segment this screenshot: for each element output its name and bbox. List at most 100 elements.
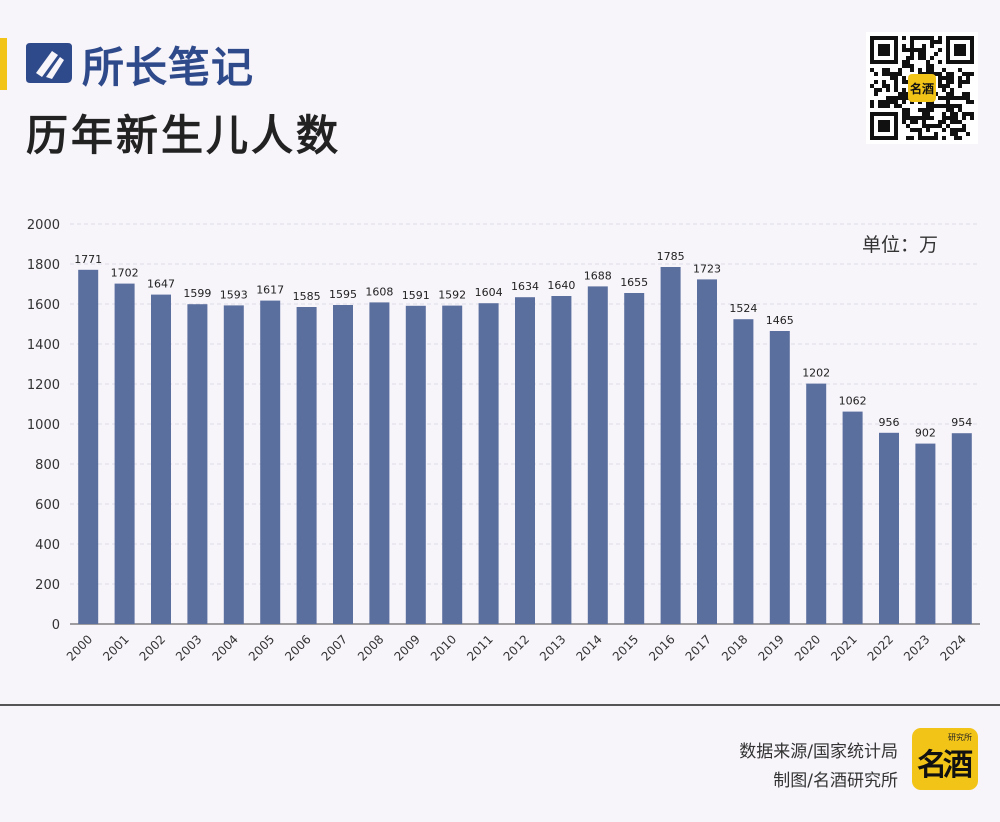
bar: [879, 432, 899, 624]
x-tick-label: 2010: [428, 632, 459, 663]
bar: [697, 279, 717, 624]
bar: [587, 286, 608, 624]
y-tick-label: 1000: [27, 418, 60, 433]
data-label: 1702: [111, 267, 139, 280]
y-tick-label: 0: [52, 618, 60, 633]
bar: [223, 305, 244, 624]
x-tick-label: 2016: [646, 632, 677, 663]
qr-code-icon: 名酒: [866, 32, 978, 144]
bar: [806, 383, 827, 624]
bar: [624, 293, 645, 624]
x-tick-label: 2017: [683, 632, 714, 663]
x-tick-label: 2007: [319, 632, 350, 663]
x-tick-label: 2018: [719, 632, 750, 663]
data-label: 1688: [584, 269, 612, 282]
x-tick-label: 2023: [901, 632, 932, 663]
data-label: 1604: [475, 286, 503, 299]
data-label: 1634: [511, 280, 539, 293]
x-tick-label: 2012: [501, 632, 532, 663]
y-tick-label: 1600: [27, 298, 60, 313]
x-tick-label: 2006: [282, 632, 313, 663]
x-tick-label: 2015: [610, 632, 641, 663]
brand: 所长笔记: [22, 36, 254, 92]
bar: [442, 305, 463, 624]
y-tick-label: 200: [35, 578, 60, 593]
data-label: 1599: [183, 287, 211, 300]
footer-logo: 研究所 名酒: [912, 728, 978, 790]
bar: [333, 305, 353, 624]
bar: [660, 267, 681, 624]
data-label: 1640: [547, 279, 575, 292]
bar: [114, 283, 135, 624]
x-tick-label: 2013: [537, 632, 568, 663]
footer: 数据来源/国家统计局 制图/名酒研究所: [739, 738, 898, 796]
data-label: 1617: [256, 284, 284, 297]
divider: [0, 704, 1000, 706]
x-tick-label: 2020: [792, 632, 823, 663]
data-label: 1465: [766, 314, 794, 327]
data-label: 954: [951, 416, 972, 429]
bar-chart: 0 200 400 600 800 1000 1200 1400 1600 1800 2000 177…: [27, 218, 980, 664]
bar: [78, 269, 99, 624]
x-tick-label: 2009: [391, 632, 422, 663]
data-label: 1647: [147, 278, 175, 291]
data-label: 956: [879, 416, 900, 429]
bar: [260, 300, 281, 624]
y-tick-label: 1200: [27, 378, 60, 393]
brand-logo-icon: [26, 43, 72, 83]
data-label: 1595: [329, 288, 357, 301]
brand-name: 所长笔记: [82, 42, 255, 92]
page-title: 历年新生儿人数: [26, 111, 342, 160]
x-tick-label: 2002: [137, 632, 168, 663]
y-tick-label: 1800: [27, 258, 60, 273]
bar: [296, 307, 317, 624]
chart-credit: 制图/名酒研究所: [773, 771, 898, 791]
data-label: 1524: [729, 302, 757, 315]
bar: [842, 411, 863, 624]
data-label: 1202: [802, 367, 830, 380]
y-tick-label: 2000: [27, 218, 60, 233]
data-label: 1785: [657, 250, 685, 263]
x-tick-label: 2008: [355, 632, 386, 663]
data-label: 1591: [402, 289, 430, 302]
bar: [951, 433, 972, 624]
bar: [405, 305, 426, 624]
data-label: 1062: [839, 395, 867, 408]
x-tick-label: 2024: [937, 632, 968, 663]
bar: [551, 296, 572, 624]
y-tick-label: 800: [35, 458, 60, 473]
x-tick-label: 2014: [573, 632, 604, 663]
data-label: 1655: [620, 276, 648, 289]
bar: [769, 331, 790, 624]
data-label: 1593: [220, 288, 248, 301]
x-tick-label: 2000: [64, 632, 95, 663]
data-label: 1608: [365, 285, 393, 298]
data-label: 1771: [74, 253, 102, 266]
x-tick-label: 2003: [173, 632, 204, 663]
x-tick-label: 2022: [865, 632, 896, 663]
bar: [369, 302, 390, 624]
x-tick-label: 2004: [209, 632, 240, 663]
x-tick-label: 2001: [100, 632, 131, 663]
unit-label: 单位：万: [862, 234, 939, 256]
y-tick-label: 600: [35, 498, 60, 513]
data-label: 1585: [293, 290, 321, 303]
footer-logo-small: 研究所: [948, 733, 972, 742]
data-label: 1592: [438, 289, 466, 302]
x-tick-label: 2019: [755, 632, 786, 663]
x-tick-label: 2021: [828, 632, 859, 663]
x-tick-label: 2005: [246, 632, 277, 663]
svg-text:名酒: 名酒: [910, 81, 934, 96]
footer-logo-mark: 名酒: [917, 748, 973, 783]
bar: [478, 303, 499, 624]
y-tick-label: 1400: [27, 338, 60, 353]
x-tick-label: 2011: [464, 632, 495, 663]
accent-bar: [0, 38, 7, 90]
bar: [151, 294, 171, 624]
y-tick-label: 400: [35, 538, 60, 553]
data-source: 数据来源/国家统计局: [739, 742, 898, 762]
data-label: 1723: [693, 262, 721, 275]
bar: [733, 319, 754, 624]
bar: [515, 297, 535, 624]
data-label: 902: [915, 427, 936, 440]
